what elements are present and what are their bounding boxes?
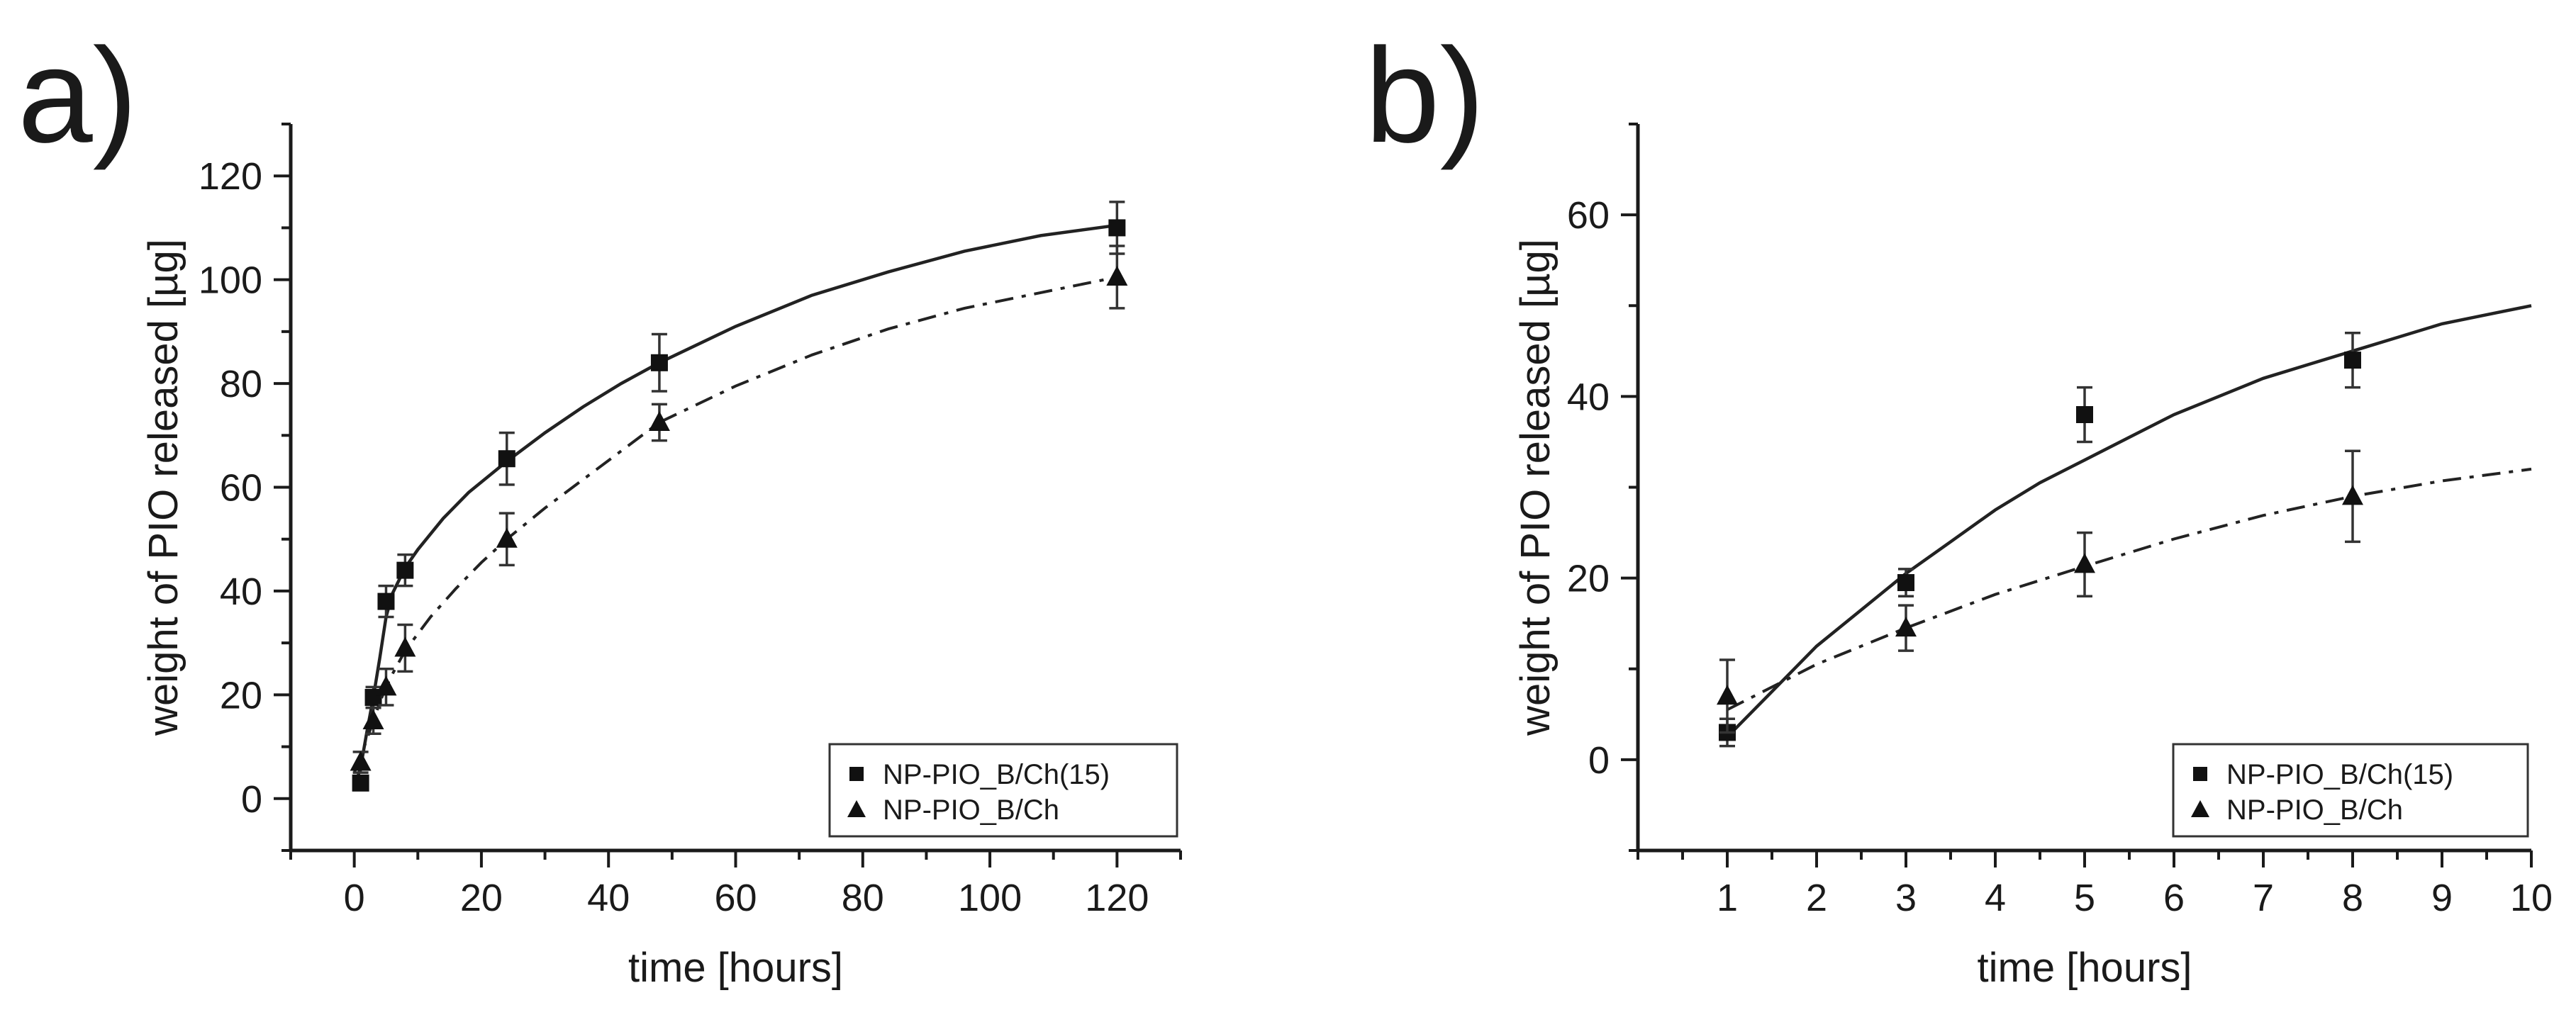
x-tick-label: 80	[842, 877, 884, 919]
data-point-square	[498, 450, 515, 468]
data-point-square	[2344, 352, 2361, 369]
data-point-square	[1897, 574, 1914, 592]
x-tick-label: 100	[958, 877, 1022, 919]
y-tick-label: 60	[220, 467, 262, 510]
data-point-square	[352, 774, 369, 792]
data-point-triangle	[1106, 265, 1128, 286]
data-point-triangle	[496, 527, 518, 548]
x-axis-title: time [hours]	[1978, 945, 2192, 991]
legend-marker-triangle	[2191, 800, 2209, 817]
x-tick-label: 120	[1085, 877, 1149, 919]
legend-label: NP-PIO_B/Ch(15)	[2226, 759, 2453, 790]
y-axis-title: weight of PIO released [µg]	[1512, 239, 1559, 736]
x-tick-label: 60	[714, 877, 757, 919]
data-point-triangle	[375, 675, 397, 696]
fit-line-dashdot	[1727, 467, 2532, 712]
x-tick-label: 1	[1717, 877, 1738, 919]
series-2	[350, 245, 1128, 774]
y-tick-label: 100	[199, 259, 262, 302]
legend-label: NP-PIO_B/Ch	[883, 794, 1059, 826]
x-tick-label: 3	[1895, 877, 1917, 919]
x-tick-label: 9	[2431, 877, 2453, 919]
data-point-square	[396, 561, 414, 579]
data-point-triangle	[1717, 685, 1738, 705]
data-point-triangle	[1895, 617, 1917, 637]
legend-label: NP-PIO_B/Ch	[2226, 794, 2403, 826]
x-tick-label: 2	[1806, 877, 1827, 919]
x-tick-label: 5	[2074, 877, 2095, 919]
fit-line-solid	[352, 223, 1117, 789]
data-point-triangle	[362, 709, 384, 729]
data-point-triangle	[394, 636, 416, 657]
y-tick-label: 60	[1567, 194, 1610, 237]
legend-marker-square	[2193, 767, 2207, 781]
y-tick-label: 120	[199, 155, 262, 198]
y-tick-label: 20	[1567, 558, 1610, 600]
legend-box	[828, 743, 1178, 838]
series-1	[1719, 304, 2532, 748]
y-tick-label: 20	[220, 674, 262, 717]
y-tick-label: 40	[1567, 376, 1610, 418]
x-tick-label: 8	[2342, 877, 2363, 919]
data-point-square	[650, 354, 668, 371]
data-point-triangle	[350, 751, 372, 771]
panel-label: b)	[1365, 21, 1485, 171]
y-axis-title: weight of PIO released [µg]	[140, 239, 186, 736]
x-tick-label: 20	[460, 877, 503, 919]
chart-panel-2: b) 1 2 3 4 5 6 7 8 9 10 0 20 40 60 time [hours] weight o…	[1365, 21, 2553, 991]
x-tick-label: 4	[1985, 877, 2006, 919]
fit-line-dashdot	[352, 276, 1117, 773]
x-tick-label: 10	[2510, 877, 2553, 919]
legend: NP-PIO_B/Ch(15) NP-PIO_B/Ch	[828, 743, 1178, 838]
data-point-triangle	[2074, 553, 2095, 573]
legend: NP-PIO_B/Ch(15) NP-PIO_B/Ch	[2172, 743, 2529, 838]
legend-marker-triangle	[847, 800, 866, 817]
y-tick-label: 0	[1588, 739, 1610, 782]
fit-line-solid	[1726, 304, 2532, 739]
series-1	[352, 201, 1126, 792]
x-tick-label: 7	[2253, 877, 2274, 919]
x-axis-title: time [hours]	[628, 945, 843, 991]
y-tick-label: 80	[220, 363, 262, 405]
data-point-triangle	[2342, 485, 2363, 505]
x-tick-label: 6	[2163, 877, 2185, 919]
legend-marker-square	[849, 767, 864, 781]
x-tick-label: 0	[344, 877, 365, 919]
data-point-triangle	[648, 410, 670, 431]
series-2	[1717, 449, 2532, 734]
chart-panel-1: a) 0 20 40 60 80 100 120 0 20 40 60 80 100 120 time [ho…	[18, 21, 1182, 991]
data-point-square	[2076, 406, 2093, 423]
data-point-square	[1108, 219, 1126, 237]
legend-box	[2172, 743, 2529, 838]
y-tick-label: 40	[220, 571, 262, 613]
legend-label: NP-PIO_B/Ch(15)	[883, 759, 1110, 790]
data-point-square	[377, 593, 395, 610]
y-tick-label: 0	[241, 778, 262, 821]
x-tick-label: 40	[587, 877, 630, 919]
panel-label: a)	[18, 21, 138, 171]
